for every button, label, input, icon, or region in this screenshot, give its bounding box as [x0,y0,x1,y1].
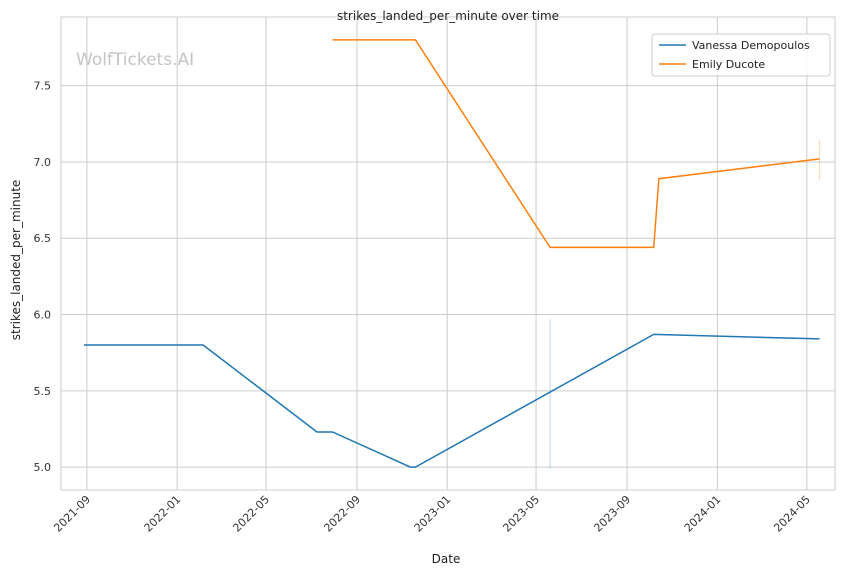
bands [549,139,820,469]
plot-frame [60,16,836,491]
y-tick-labels: 5.0 5.5 6.0 6.5 7.0 7.5 [34,80,52,474]
legend-label: Vanessa Demopoulos [692,39,810,52]
x-tick-label: 2022-01 [142,493,184,535]
grid [61,17,835,490]
x-tick-label: 2024-01 [682,493,724,535]
y-tick-label: 6.0 [34,309,52,322]
x-tick-label: 2022-09 [321,493,363,535]
x-tick-labels: 2021-09 2022-01 2022-05 2022-09 2023-01 2023-… [51,493,813,535]
x-tick-label: 2023-01 [412,493,454,535]
legend-label: Emily Ducote [692,58,765,71]
y-tick-label: 7.5 [34,80,52,93]
series-line [332,39,820,249]
y-axis-title: strikes_landed_per_minute [9,180,23,341]
chart-title: strikes_landed_per_minute over time [337,9,559,23]
x-tick-label: 2023-05 [500,493,542,535]
legend: Vanessa Demopoulos Emily Ducote [651,33,831,77]
x-axis-title: Date [432,552,461,566]
y-tick-label: 5.5 [34,385,52,398]
x-tick-label: 2021-09 [51,493,93,535]
series-lines [83,39,820,468]
y-tick-label: 7.0 [34,156,52,169]
y-tick-label: 6.5 [34,232,52,245]
y-tick-label: 5.0 [34,461,52,474]
watermark: WolfTickets.AI [76,50,194,70]
series-line [83,333,820,468]
x-tick-label: 2024-05 [771,493,813,535]
legend-box [651,33,831,77]
x-tick-label: 2023-09 [591,493,633,535]
x-tick-label: 2022-05 [230,493,272,535]
